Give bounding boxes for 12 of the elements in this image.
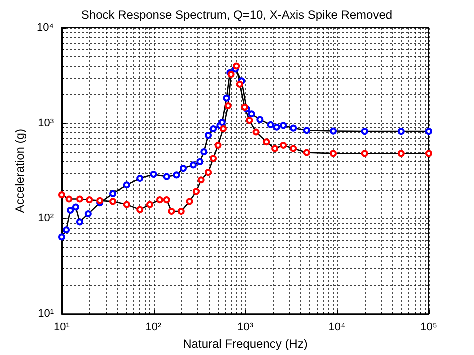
chart-title: Shock Response Spectrum, Q=10, X-Axis Spike Removed — [81, 8, 393, 22]
x-tick-label: 10⁴ — [328, 322, 346, 334]
x-tick-label: 10³ — [238, 322, 254, 334]
y-tick-label: 10¹ — [38, 308, 54, 320]
y-axis-title: Acceleration (g) — [13, 129, 28, 214]
x-tick-label: 10² — [146, 322, 162, 334]
x-tick-label: 10¹ — [54, 322, 70, 334]
x-axis-title: Natural Frequency (Hz) — [183, 337, 308, 351]
y-tick-label: 10⁴ — [37, 22, 54, 34]
y-tick-label: 10² — [38, 212, 54, 225]
x-tick-label: 10⁵ — [420, 322, 438, 334]
y-tick-label: 10³ — [38, 117, 54, 130]
